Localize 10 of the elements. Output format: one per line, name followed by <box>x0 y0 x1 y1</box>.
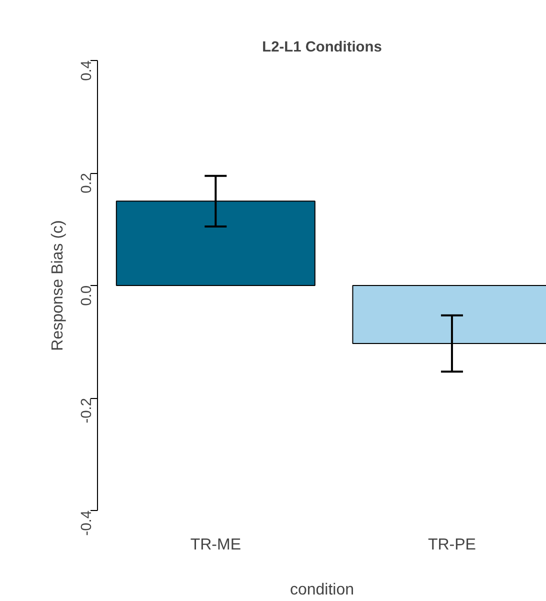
y-tick-label: 0.0 <box>79 286 95 306</box>
x-tick-label: TR-PE <box>428 536 476 554</box>
y-axis-title: Response Bias (c) <box>50 220 66 351</box>
y-tick-label: -0.4 <box>79 510 95 536</box>
y-tick-label: 0.2 <box>79 173 95 194</box>
y-tick-label: 0.4 <box>79 60 95 81</box>
x-axis-title: condition <box>290 582 354 598</box>
chart-title: L2-L1 Conditions <box>262 40 382 56</box>
y-tick-label: -0.2 <box>79 398 95 424</box>
x-tick-label: TR-ME <box>190 536 241 554</box>
